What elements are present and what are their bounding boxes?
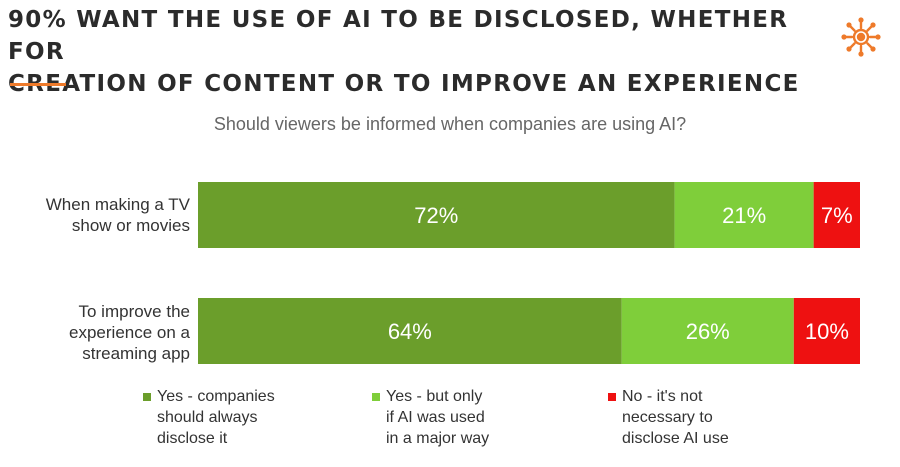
legend-item-always-disclose: Yes - companies should always disclose i… [143, 386, 275, 449]
legend-label-not-necessary: No - it's not necessary to disclose AI u… [622, 388, 729, 447]
title-accent-underline [10, 83, 66, 86]
legend-swatch-not-necessary [608, 393, 616, 401]
bar-segment-always-disclose-row-1 [198, 182, 675, 248]
bar-segment-major-way-row-2 [621, 298, 794, 364]
bar-segment-not-necessary-row-2 [793, 298, 860, 364]
legend-swatch-major-way [372, 393, 380, 401]
data-label-always-disclose-row-2: 64% [388, 319, 432, 344]
data-label-always-disclose-row-1: 72% [414, 203, 458, 228]
legend-swatch-always-disclose [143, 393, 151, 401]
chart-question: Should viewers be informed when companie… [213, 114, 687, 134]
data-label-not-necessary-row-1: 7% [821, 203, 853, 228]
legend-item-major-way: Yes - but only if AI was used in a major… [372, 386, 489, 449]
row-label-tv-movies: When making a TV show or movies [45, 195, 190, 235]
bar-segment-always-disclose-row-2 [198, 298, 622, 364]
bar-segment-not-necessary-row-1 [813, 182, 860, 248]
sun-network-icon [841, 17, 881, 57]
bar-segment-major-way-row-1 [674, 182, 814, 248]
legend-item-not-necessary: No - it's not necessary to disclose AI u… [608, 386, 729, 449]
data-label-major-way-row-1: 21% [722, 203, 766, 228]
legend-label-always-disclose: Yes - companies should always disclose i… [157, 388, 275, 447]
data-label-major-way-row-2: 26% [686, 319, 730, 344]
page-title: 90% WANT THE USE OF AI TO BE DISCLOSED, … [8, 7, 800, 97]
data-label-not-necessary-row-2: 10% [805, 319, 849, 344]
legend-label-major-way: Yes - but only if AI was used in a major… [386, 388, 490, 447]
row-label-streaming-app: To improve the experience on a streaming… [69, 302, 190, 363]
